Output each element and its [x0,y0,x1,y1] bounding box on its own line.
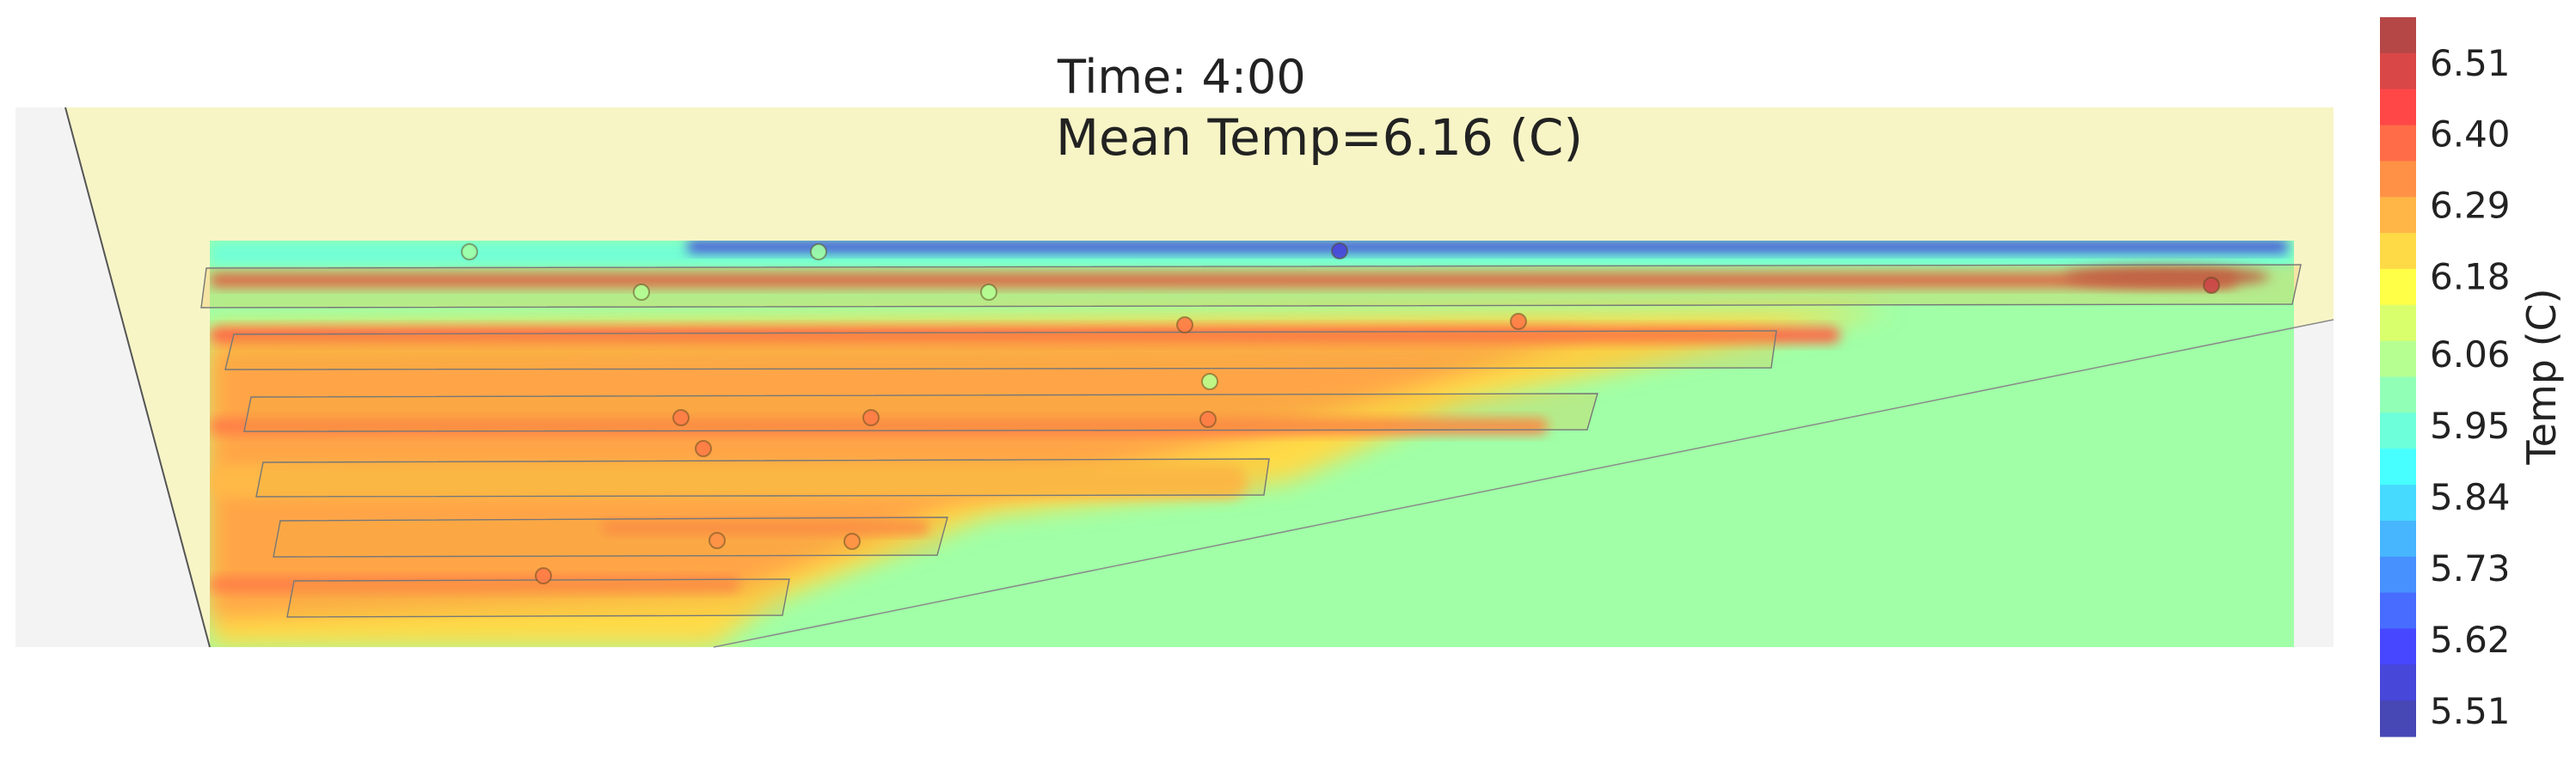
heat-band-3 [210,464,1247,498]
sensor-point [695,440,712,457]
colorbar-label: Temp (C) [2518,288,2565,465]
colorbar-segment [2380,556,2416,594]
sensor-point [708,532,726,549]
colorbar-segment [2380,304,2416,342]
sensor-point [535,567,552,584]
shelf-outlines [200,264,2302,618]
colorbar-segment [2380,17,2416,54]
plane-outlines [64,107,2334,648]
sensor-markers [461,242,2220,584]
colorbar-segment [2380,376,2416,413]
shelf-outline [200,264,2302,309]
sensor-point [1201,373,1218,390]
sensor-point [862,409,880,426]
colorbar-segment [2380,449,2416,486]
colorbar-tick-label: 6.06 [2430,333,2511,376]
colorbar-segment [2380,89,2416,126]
colorbar-segment [2380,664,2416,701]
shelf-outline [255,458,1270,498]
colorbar-segment [2380,52,2416,90]
sensor-point [1331,242,1348,260]
colorbar-tick-label: 6.51 [2430,42,2511,84]
colorbar-segment [2380,233,2416,270]
heat-band-4 [602,522,929,534]
colorbar-tick-label: 6.40 [2430,113,2511,156]
colorbar-segment [2380,628,2416,665]
sensor-point [1176,316,1193,333]
colorbar: 6.51 6.40 6.29 6.18 6.06 5.95 5.84 5.73 5.62 5.51 [2380,17,2511,737]
sensor-point [2203,277,2220,294]
colorbar-segment [2380,412,2416,449]
diagonal-edge-line [713,319,2334,648]
shelf-outline [243,393,1598,432]
colorbar-segment [2380,197,2416,234]
colorbar-segment [2380,520,2416,558]
shelf-outline [286,578,790,618]
colorbar-segment [2380,268,2416,306]
colorbar-segment [2380,592,2416,630]
left-edge-line [64,107,211,648]
colorbar-segment [2380,340,2416,378]
chart-subtitle: Mean Temp=6.16 (C) [1056,108,1583,167]
colorbar-tick-label: 6.29 [2430,185,2511,227]
sensor-point [1510,313,1527,330]
sensor-point [980,284,997,301]
colorbar-segment [2380,700,2416,737]
colorbar-tick-label: 5.73 [2430,547,2511,590]
heat-band-0 [210,273,2236,287]
heat-field [210,241,2294,647]
sensor-point [672,409,690,426]
colorbar-tick-label: 5.84 [2430,476,2511,518]
sensor-point [810,243,827,260]
sensor-point [461,243,478,260]
colorbar-tick-label: 5.62 [2430,619,2511,661]
shelf-outline [273,516,948,558]
chart-title: Time: 4:00 [1057,50,1306,104]
heat-top-strip-cold [688,241,2287,253]
sensor-point [843,533,861,550]
colorbar-segment [2380,125,2416,162]
colorbar-tick-label: 5.95 [2430,405,2511,447]
colorbar-tick-label: 5.51 [2430,690,2511,732]
colorbar-tick-label: 6.18 [2430,256,2511,298]
sensor-point [1199,411,1217,428]
sensor-point [633,284,650,301]
shelf-outline [224,330,1777,370]
colorbar-segment [2380,485,2416,522]
colorbar-segment [2380,161,2416,198]
